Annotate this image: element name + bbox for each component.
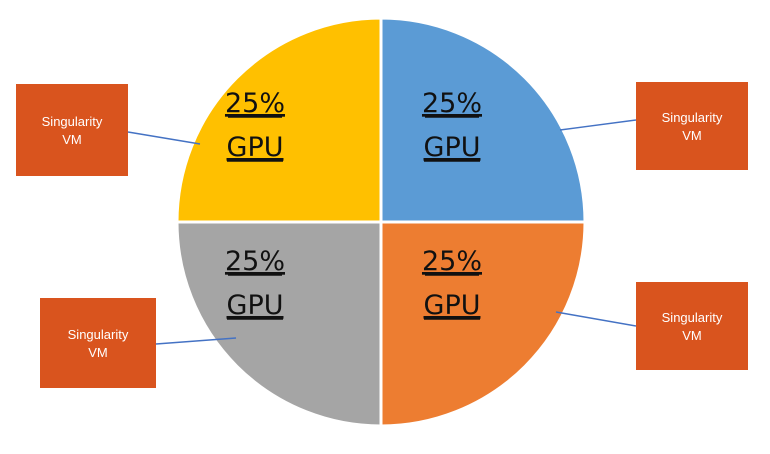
callout-label-line2: VM bbox=[88, 345, 108, 360]
callout-box-2 bbox=[636, 282, 748, 370]
callout-connector-2 bbox=[555, 311, 637, 327]
slice-label-2: 25% GPU bbox=[422, 246, 482, 321]
slice-label-gpu: GPU bbox=[227, 290, 284, 321]
slice-label-1: 25% GPU bbox=[422, 88, 482, 163]
pie-slices bbox=[175, 16, 587, 428]
callout-label-line1: Singularity bbox=[68, 327, 129, 342]
callout-connector-3 bbox=[155, 337, 237, 345]
callout-box-3 bbox=[40, 298, 156, 388]
callout-label-1: Singularity VM bbox=[662, 110, 723, 143]
slice-label-percent: 25% bbox=[422, 246, 482, 277]
callout-label-line1: Singularity bbox=[662, 110, 723, 125]
slice-label-percent: 25% bbox=[422, 88, 482, 119]
pie-slice-1 bbox=[379, 16, 587, 224]
callout-label-4: Singularity VM bbox=[42, 114, 103, 147]
pie-slice-4 bbox=[175, 16, 383, 224]
slice-label-3: 25% GPU bbox=[225, 246, 285, 321]
slice-label-4: 25% GPU bbox=[225, 88, 285, 163]
slice-label-gpu: GPU bbox=[424, 290, 481, 321]
slice-labels: 25% GPU 25% GPU 25% GPU 25% GPU bbox=[225, 88, 482, 321]
callout-connector-4 bbox=[127, 131, 201, 145]
callout-box-1 bbox=[636, 82, 748, 170]
callout-label-line1: Singularity bbox=[42, 114, 103, 129]
callout-label-line1: Singularity bbox=[662, 310, 723, 325]
slice-label-gpu: GPU bbox=[424, 132, 481, 163]
callout-connectors bbox=[127, 119, 637, 345]
callout-box-4 bbox=[16, 84, 128, 176]
callout-connector-1 bbox=[559, 119, 637, 131]
callout-label-line2: VM bbox=[682, 328, 702, 343]
pie-slice-2 bbox=[379, 220, 587, 428]
callout-label-line2: VM bbox=[62, 132, 82, 147]
slice-label-percent: 25% bbox=[225, 246, 285, 277]
callout-label-line2: VM bbox=[682, 128, 702, 143]
callout-label-3: Singularity VM bbox=[68, 327, 129, 360]
pie-slice-3 bbox=[175, 220, 383, 428]
callout-label-2: Singularity VM bbox=[662, 310, 723, 343]
slice-label-percent: 25% bbox=[225, 88, 285, 119]
slice-label-gpu: GPU bbox=[227, 132, 284, 163]
